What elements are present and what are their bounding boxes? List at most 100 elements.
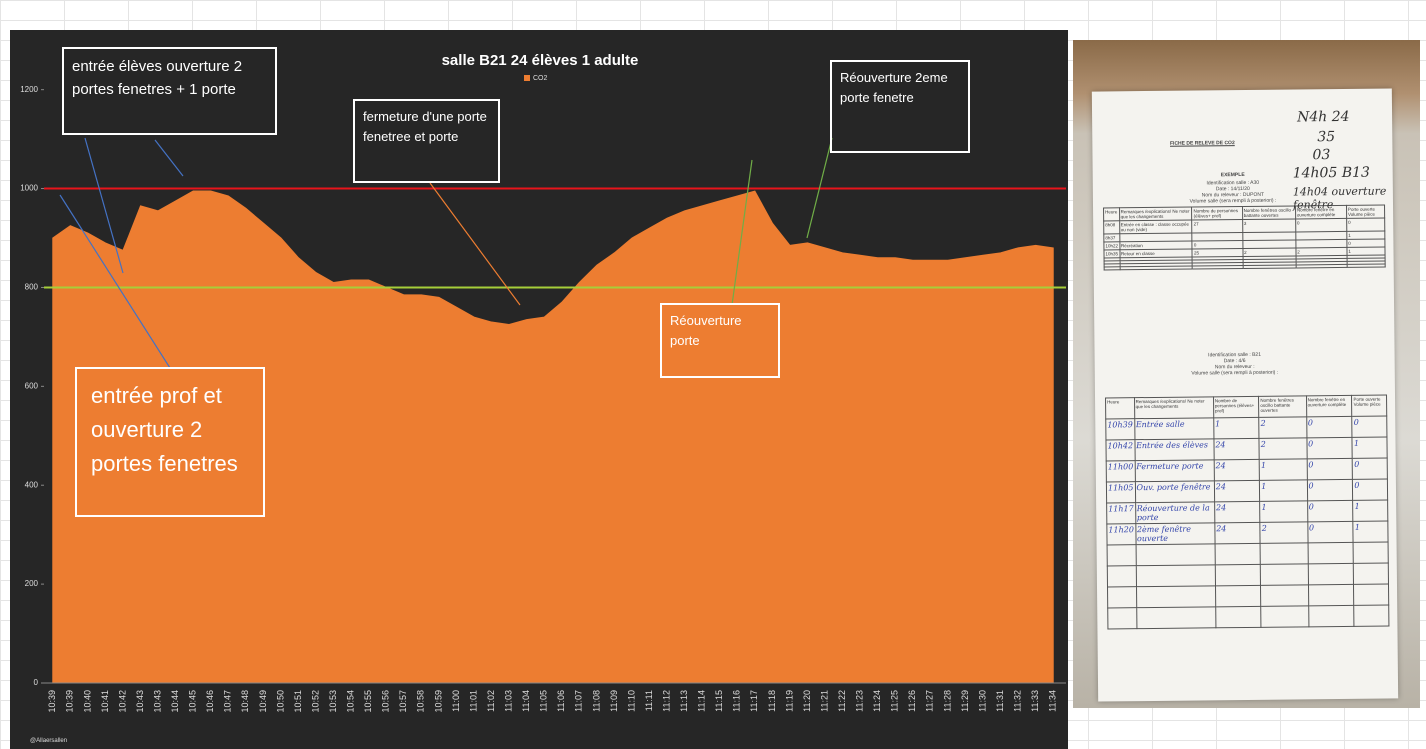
x-tick-label: 11:17 (749, 690, 759, 712)
y-tick-label: 800 (25, 283, 39, 292)
handwritten-note: N4h 24 (1297, 109, 1350, 126)
info-line: Volume salle (sera rempli à posteriori) … (1153, 197, 1313, 205)
x-tick-label: 11:06 (556, 690, 566, 712)
y-tick-label: 200 (25, 579, 39, 588)
cell: Entrée en classe : classe occupée ou non… (1119, 220, 1192, 234)
legend-label: CO2 (533, 75, 548, 82)
x-tick-label: 11:22 (837, 690, 847, 712)
example-table: HeureRemarques /explications/ Ne noter q… (1103, 205, 1386, 271)
y-tick-label: 400 (25, 480, 39, 489)
cell: 10h35 (1104, 250, 1120, 258)
annotation-text: entrée prof et ouverture 2 portes fenetr… (91, 383, 238, 476)
x-tick-label: 11:04 (521, 690, 531, 712)
x-tick-label: 11:14 (697, 690, 707, 712)
x-tick-label: 11:03 (503, 690, 513, 712)
header-cell: Nombre de personnes (élèves+ prof) (1192, 207, 1242, 221)
header-cell: Heure (1104, 208, 1120, 221)
cell (1261, 606, 1309, 627)
cell (1215, 564, 1261, 585)
cell (1308, 605, 1354, 626)
cell: 24 (1214, 438, 1260, 459)
photo: FICHE DE RELEVE DE CO2 EXEMPLE Identific… (1073, 40, 1420, 708)
annotation-text: entrée élèves ouverture 2 portes fenetre… (72, 58, 242, 98)
x-tick-label: 11:33 (1030, 690, 1040, 712)
empty-row (1107, 542, 1388, 566)
cell: Réouverture de la porte (1135, 502, 1214, 524)
x-tick-label: 11:13 (679, 690, 689, 712)
cell: 24 (1215, 522, 1261, 543)
x-tick-label: 10:56 (381, 690, 391, 713)
cell: 8h37 (1104, 234, 1120, 242)
cell: 10h22 (1104, 242, 1120, 250)
x-tick-label: 11:08 (591, 690, 601, 712)
cell: 11h05 (1106, 482, 1135, 503)
cell: 0 (1307, 479, 1353, 500)
cell (1136, 607, 1215, 629)
empty-row (1108, 605, 1389, 629)
cell (1136, 565, 1215, 587)
x-tick-label: 11:09 (609, 690, 619, 712)
x-tick-label: 10:47 (223, 690, 233, 713)
cell (1243, 265, 1296, 269)
x-tick-label: 10:59 (433, 690, 443, 713)
x-tick-label: 10:52 (310, 690, 320, 713)
cell (1354, 605, 1389, 626)
header-cell: Nombre fenêtre en ouverture complète (1306, 395, 1352, 416)
handwritten-note: 14h04 ouverture fenêtre (1293, 184, 1393, 211)
x-tick-label: 11:28 (942, 690, 952, 712)
x-tick-label: 11:05 (539, 690, 549, 712)
y-tick-label: 0 (34, 678, 39, 687)
credit: @Allaersallen (30, 738, 67, 744)
cell: 1 (1260, 480, 1308, 501)
chart-title: salle B21 24 élèves 1 adulte (442, 52, 639, 69)
x-tick-label: 10:58 (416, 690, 426, 713)
cell (1193, 266, 1243, 270)
cell: 27 (1192, 220, 1242, 234)
cell: 2 (1259, 417, 1307, 438)
cell (1215, 543, 1261, 564)
cell: 1 (1352, 437, 1387, 458)
cell: 0 (1295, 218, 1346, 232)
cell: 10h39 (1106, 419, 1135, 440)
x-tick-label: 11:02 (486, 690, 496, 712)
cell: 2 (1260, 522, 1308, 543)
cell: Fermeture porte (1135, 460, 1214, 482)
page: salle B21 24 élèves 1 adulte 02004006008… (0, 0, 1426, 749)
cell (1108, 608, 1137, 629)
x-tick-label: 11:11 (644, 690, 654, 711)
row: 11h00Fermeture porte24100 (1106, 458, 1387, 482)
x-tick-label: 11:07 (574, 690, 584, 712)
cell: 1 (1353, 521, 1388, 542)
legend-swatch (524, 75, 530, 81)
annotation-box: entrée prof et ouverture 2 portes fenetr… (75, 367, 265, 517)
x-tick-label: 11:12 (661, 690, 671, 712)
x-tick-label: 11:23 (855, 690, 865, 712)
x-tick-label: 11:19 (784, 690, 794, 712)
y-tick-label: 600 (25, 381, 39, 390)
x-tick-label: 10:39 (47, 690, 57, 713)
cell: 0 (1306, 416, 1352, 437)
annotation-box: fermeture d'une porte fenetree et porte (353, 99, 500, 183)
cell (1347, 264, 1385, 267)
cell: 11h00 (1106, 461, 1135, 482)
x-tick-label: 10:43 (135, 690, 145, 713)
handwritten-note: 14h05 B13 (1293, 165, 1370, 182)
x-tick-label: 11:18 (767, 690, 777, 712)
x-tick-label: 10:53 (328, 690, 338, 713)
paper: FICHE DE RELEVE DE CO2 EXEMPLE Identific… (1092, 88, 1398, 701)
x-tick-label: 11:10 (626, 690, 636, 712)
annotation-box: Réouverture 2eme porte fenetre (830, 60, 970, 153)
cell: 11h17 (1107, 503, 1136, 524)
x-tick-label: 11:24 (872, 690, 882, 712)
x-tick-label: 10:40 (82, 690, 92, 713)
cell (1261, 585, 1309, 606)
cell (1308, 584, 1354, 605)
cell: 0 (1307, 500, 1353, 521)
cell (1308, 542, 1354, 563)
info-line: Volume salle (sera rempli à posteriori) … (1155, 369, 1315, 377)
